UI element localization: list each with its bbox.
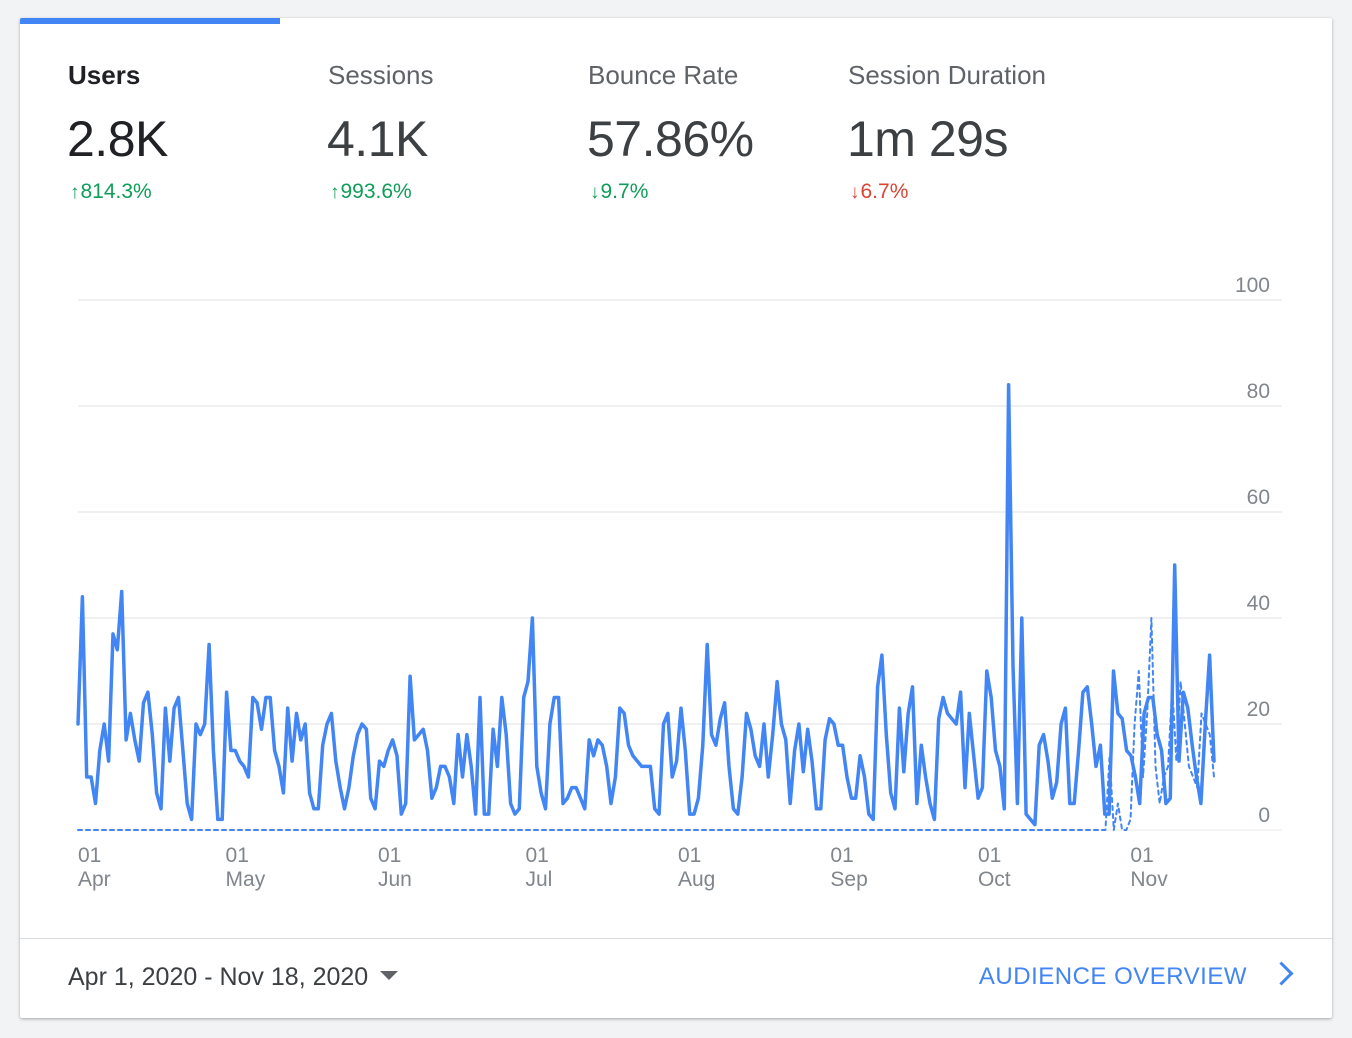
arrow-down-icon: ↓ (590, 182, 600, 203)
x-tick-month: Apr (78, 868, 111, 891)
metric-change: ↑814.3% (70, 180, 152, 204)
metric-tab-bounce-rate[interactable]: Bounce Rate 57.86% ↓9.7% (540, 18, 800, 248)
y-tick-label: 80 (1247, 380, 1270, 403)
chart-area: 0 20 40 60 80 100 01 Apr 01 May 01 Jun 01 Jul 01 Aug 01 S… (20, 18, 1332, 938)
metric-change-value: 814.3% (80, 180, 152, 203)
arrow-down-icon: ↓ (850, 182, 860, 203)
metric-value: 4.1K (327, 111, 428, 167)
y-tick-label: 100 (1235, 274, 1270, 297)
y-tick-label: 20 (1247, 698, 1270, 721)
audience-overview-label: AUDIENCE OVERVIEW (978, 963, 1247, 990)
metric-label: Session Duration (848, 60, 1046, 90)
date-range-selector[interactable]: Apr 1, 2020 - Nov 18, 2020 (68, 963, 399, 997)
metric-change-value: 6.7% (860, 180, 909, 203)
x-tick-month: Jun (378, 868, 412, 891)
x-tick-month: May (226, 868, 266, 891)
metric-label: Sessions (328, 60, 434, 90)
analytics-card: 0 20 40 60 80 100 01 Apr 01 May 01 Jun 01 Jul 01 Aug 01 S… (20, 18, 1332, 1018)
audience-overview-link[interactable]: AUDIENCE OVERVIEW (978, 961, 1294, 997)
metric-value: 1m 29s (847, 111, 1008, 167)
x-tick-day: 01 (830, 844, 853, 867)
metric-change-value: 9.7% (600, 180, 649, 203)
previous-period-series-line (77, 617, 1215, 831)
metric-change: ↑993.6% (330, 180, 412, 204)
x-tick-day: 01 (526, 844, 549, 867)
users-line-chart: 02040608010001Apr01May01Jun01Jul01Aug01S… (76, 274, 1282, 891)
arrow-up-icon: ↑ (330, 182, 340, 203)
x-tick-month: Jul (526, 868, 553, 891)
footer-divider (20, 938, 1332, 939)
x-tick-day: 01 (378, 844, 401, 867)
arrow-up-icon: ↑ (70, 182, 80, 203)
caret-down-icon (380, 970, 399, 980)
x-tick-month: Nov (1130, 868, 1168, 891)
metric-change: ↓6.7% (850, 180, 908, 204)
x-tick-month: Sep (830, 868, 867, 891)
y-tick-label: 0 (1258, 804, 1270, 827)
metric-tab-session-duration[interactable]: Session Duration 1m 29s ↓6.7% (800, 18, 1100, 248)
users-series-line (76, 383, 1216, 827)
metric-label: Bounce Rate (588, 60, 739, 90)
metric-value: 2.8K (67, 111, 168, 167)
x-tick-day: 01 (678, 844, 701, 867)
x-tick-day: 01 (1130, 844, 1153, 867)
x-tick-month: Aug (678, 868, 715, 891)
x-tick-day: 01 (78, 844, 101, 867)
date-range-label: Apr 1, 2020 - Nov 18, 2020 (68, 963, 369, 991)
x-tick-day: 01 (978, 844, 1001, 867)
metric-tab-users[interactable]: Users 2.8K ↑814.3% (20, 18, 280, 248)
y-tick-label: 40 (1247, 592, 1270, 615)
x-tick-month: Oct (978, 868, 1011, 891)
y-tick-label: 60 (1247, 486, 1270, 509)
metric-change-value: 993.6% (340, 180, 412, 203)
metric-value: 57.86% (587, 111, 754, 167)
metric-tab-sessions[interactable]: Sessions 4.1K ↑993.6% (280, 18, 540, 248)
x-tick-day: 01 (226, 844, 249, 867)
metric-change: ↓9.7% (590, 180, 648, 204)
metric-label: Users (68, 60, 141, 90)
chevron-right-icon (1269, 961, 1294, 986)
active-tab-indicator (20, 18, 280, 24)
